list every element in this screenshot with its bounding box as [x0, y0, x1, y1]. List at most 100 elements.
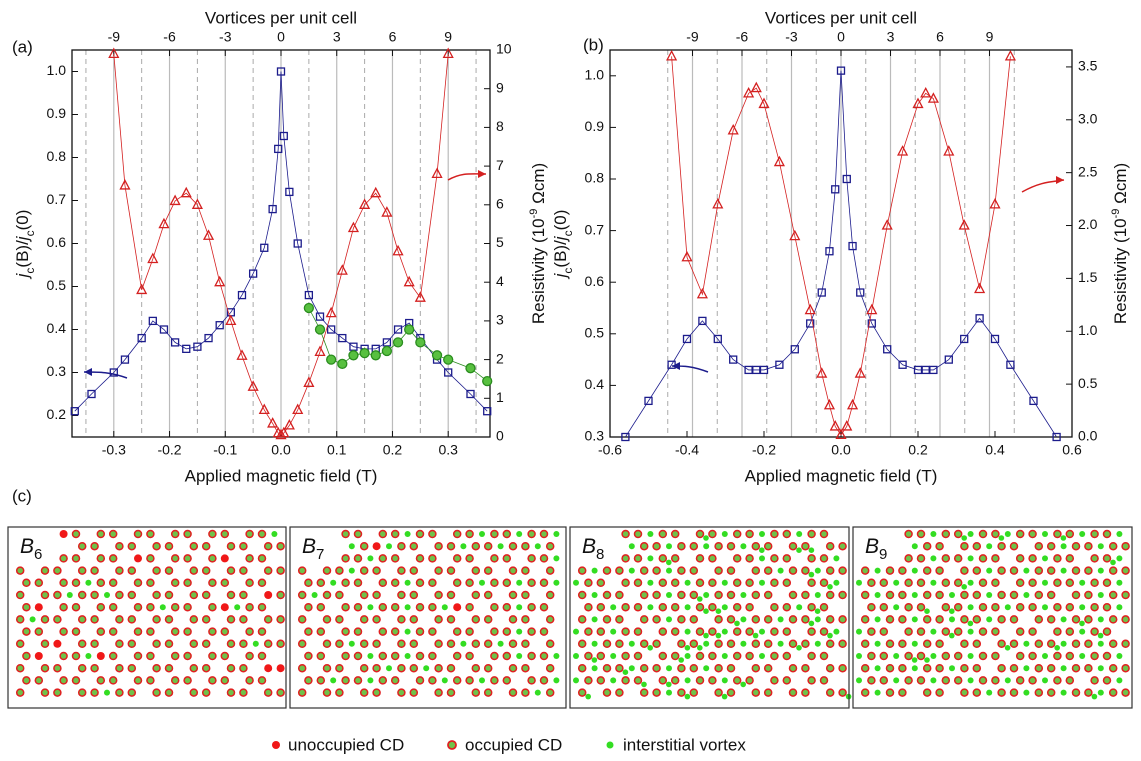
interstitial-vortex: [1023, 689, 1030, 696]
y-axis-label-part: j: [13, 235, 32, 242]
occupied-cd: [1071, 541, 1081, 551]
series-line: [671, 56, 1011, 436]
data-point: [1006, 360, 1015, 369]
data-point: [393, 325, 403, 334]
occupied-cd: [819, 554, 829, 563]
interstitial-vortex: [808, 547, 815, 553]
data-point: [466, 389, 475, 399]
occupied-cd: [502, 602, 512, 612]
occupied-cd: [208, 529, 217, 539]
occupied-cd: [521, 566, 530, 575]
occupied-cd: [276, 688, 285, 697]
data-point: [483, 407, 492, 416]
occupied-cd: [397, 639, 406, 649]
interstitial-vortex: [311, 592, 318, 598]
x-tick-label: 0.0: [831, 442, 851, 458]
interstitial-vortex: [367, 604, 374, 611]
occupied-cd: [34, 578, 44, 588]
interstitial-vortex: [591, 616, 598, 623]
occupied-cd: [59, 676, 68, 685]
interstitial-vortex: [759, 555, 765, 562]
occupied-cd: [465, 529, 474, 539]
occupied-cd: [353, 554, 363, 563]
occupied-cd: [941, 602, 951, 612]
top-axis-label: Vortices per unit cell: [765, 8, 917, 27]
y2-tick-label: 1: [496, 389, 504, 405]
data-point: [87, 389, 96, 399]
top-tick-label: 6: [389, 29, 397, 45]
occupied-cd: [77, 541, 87, 551]
interstitial-vortex: [1116, 653, 1123, 659]
occupied-cd: [40, 615, 50, 624]
interstitial-vortex: [678, 657, 684, 663]
occupied-cd: [633, 529, 643, 539]
occupied-cd: [1084, 663, 1093, 673]
occupied-cd: [359, 615, 369, 624]
occupied-cd: [633, 651, 643, 661]
interstitial-vortex: [874, 689, 881, 696]
occupied-cd: [15, 615, 25, 624]
occupied-cd: [96, 554, 106, 563]
occupied-cd: [960, 663, 969, 673]
interstitial-vortex: [104, 592, 110, 598]
occupied-cd: [1028, 578, 1037, 588]
y-axis-label-part: (0): [13, 210, 32, 231]
occupied-cd: [257, 676, 267, 685]
occupied-cd: [708, 676, 717, 685]
occupied-cd: [807, 554, 816, 563]
interstitial-vortex: [998, 535, 1005, 541]
top-tick-label: 9: [444, 29, 452, 45]
top-tick-label: 3: [333, 29, 341, 45]
occupied-cd: [359, 688, 369, 697]
data-point: [442, 47, 454, 59]
interstitial-vortex: [740, 616, 747, 623]
occupied-cd: [257, 602, 267, 612]
interstitial-vortex: [930, 579, 937, 586]
interstitial-vortex: [1023, 567, 1030, 574]
data-point: [392, 337, 404, 348]
interstitial-vortex: [1060, 543, 1067, 550]
interstitial-vortex: [1079, 604, 1086, 611]
interstitial-vortex: [911, 657, 918, 663]
interstitial-vortex: [740, 543, 747, 550]
y-axis-label-part: j: [551, 235, 570, 242]
occupied-cd: [658, 627, 668, 636]
occupied-cd: [359, 590, 369, 600]
interstitial-vortex: [684, 693, 691, 700]
occupied-cd: [170, 651, 180, 661]
interstitial-vortex: [404, 579, 411, 586]
occupied-cd: [133, 651, 143, 661]
occupied-cd: [127, 688, 137, 697]
data-point: [370, 350, 381, 361]
y-axis-label-part: (B)/: [13, 240, 32, 268]
occupied-cd: [953, 602, 963, 612]
occupied-cd: [763, 639, 773, 649]
data-point: [1029, 396, 1038, 406]
interstitial-vortex: [874, 567, 881, 574]
occupied-cd: [922, 615, 932, 624]
occupied-cd: [316, 651, 326, 661]
occupied-cd: [972, 541, 982, 551]
interstitial-vortex: [573, 579, 579, 586]
occupied-cd: [1046, 566, 1056, 575]
occupied-cd: [527, 651, 536, 661]
occupied-cd: [428, 529, 437, 539]
y2-tick-label: 6: [496, 196, 504, 212]
interstitial-vortex: [666, 665, 672, 672]
occupied-cd: [152, 541, 161, 551]
data-point: [326, 354, 337, 365]
data-point: [268, 204, 277, 214]
interstitial-vortex: [759, 579, 765, 586]
data-point: [148, 316, 157, 326]
occupied-cd: [807, 676, 816, 685]
occupied-cd: [639, 590, 649, 600]
occupied-cd: [322, 590, 332, 600]
interstitial-vortex: [1097, 689, 1104, 696]
occupied-cd: [825, 566, 835, 575]
occupied-cd: [825, 541, 835, 551]
occupied-cd: [763, 541, 773, 551]
occupied-cd: [867, 651, 876, 661]
occupied-cd: [452, 627, 462, 636]
interstitial-vortex: [1116, 555, 1123, 562]
interstitial-vortex: [29, 616, 36, 623]
